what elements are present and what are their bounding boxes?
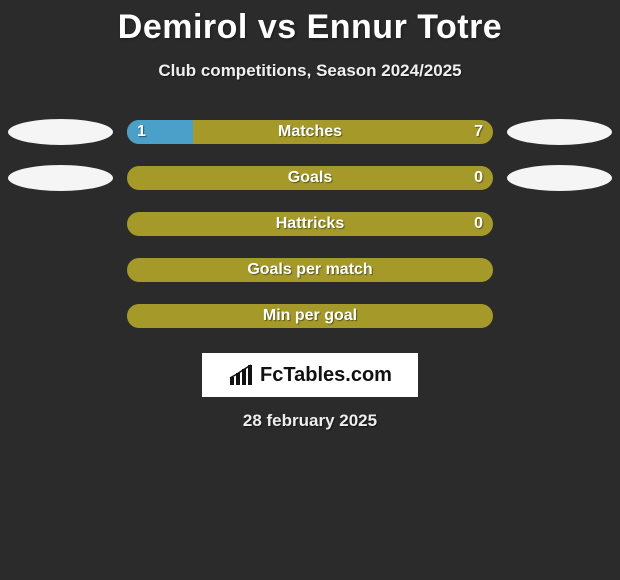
stat-right-value: 7: [474, 123, 483, 141]
stat-bar: Goals per match: [127, 258, 493, 282]
player-left-oval: [8, 165, 113, 191]
stat-bar: Goals 0: [127, 166, 493, 190]
stat-label: Goals per match: [127, 261, 493, 279]
stat-row: Goals per match: [0, 247, 620, 293]
stat-label: Hattricks: [127, 215, 493, 233]
stat-bar: 1 Matches 7: [127, 120, 493, 144]
stat-row: Hattricks 0: [0, 201, 620, 247]
stat-label: Min per goal: [127, 307, 493, 325]
player-right-oval: [507, 119, 612, 145]
player-right-oval: [507, 165, 612, 191]
stat-right-value: 0: [474, 169, 483, 187]
bars-icon: [228, 363, 256, 387]
stat-row: Min per goal: [0, 293, 620, 339]
stat-label: Goals: [127, 169, 493, 187]
site-logo-text: FcTables.com: [260, 364, 392, 387]
player-left-oval: [8, 119, 113, 145]
stat-row: Goals 0: [0, 155, 620, 201]
comparison-subtitle: Club competitions, Season 2024/2025: [0, 61, 620, 81]
stat-bar: Min per goal: [127, 304, 493, 328]
snapshot-date: 28 february 2025: [0, 411, 620, 431]
stat-row: 1 Matches 7: [0, 109, 620, 155]
stat-right-value: 0: [474, 215, 483, 233]
stat-bar: Hattricks 0: [127, 212, 493, 236]
stats-container: 1 Matches 7 Goals 0 Hattricks 0: [0, 109, 620, 339]
site-logo[interactable]: FcTables.com: [202, 353, 418, 397]
stat-bar-left-fill: [127, 120, 193, 144]
comparison-title: Demirol vs Ennur Totre: [0, 0, 620, 47]
